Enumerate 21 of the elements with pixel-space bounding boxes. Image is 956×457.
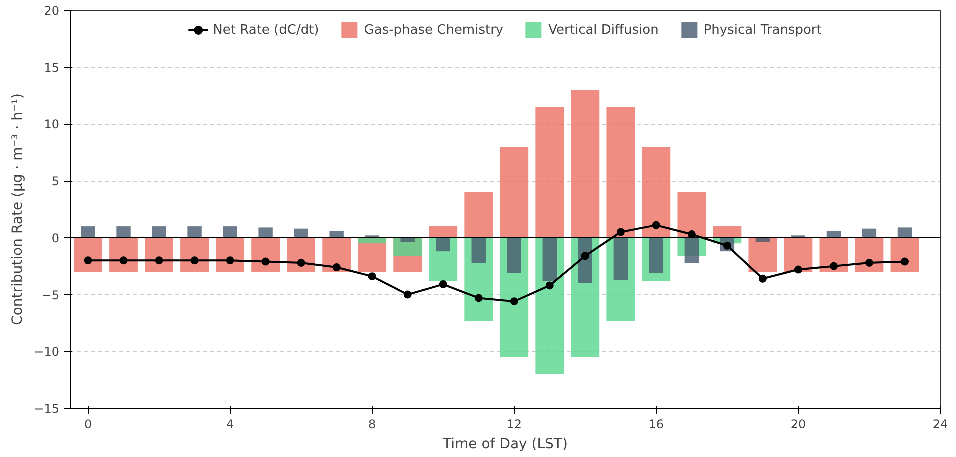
x-tick-label: 8 [368,418,376,432]
y-tick-label: −15 [34,402,60,416]
y-axis-title: Contribution Rate (μg · m⁻³ · h⁻¹) [10,94,26,326]
x-axis-title: Time of Day (LST) [442,436,568,452]
legend-label: Physical Transport [704,22,822,38]
y-tick-label: 5 [52,174,60,189]
y-tick-label: −5 [42,288,60,302]
y-tick-label: 10 [44,118,60,132]
y-tick-label: 0 [52,231,60,246]
x-tick-label: 12 [506,418,522,432]
y-tick-label: −10 [34,345,60,360]
y-tick-label: 20 [44,4,60,18]
x-tick-label: 24 [932,418,948,432]
x-tick-label: 20 [790,418,806,432]
x-tick-label: 0 [84,418,92,432]
legend-label: Vertical Diffusion [548,22,659,38]
x-tick-label: 16 [648,418,664,432]
legend-label: Net Rate (dC/dt) [213,22,320,38]
legend-label: Gas-phase Chemistry [364,22,504,38]
y-tick-label: 15 [44,60,60,75]
x-tick-label: 4 [226,418,234,432]
